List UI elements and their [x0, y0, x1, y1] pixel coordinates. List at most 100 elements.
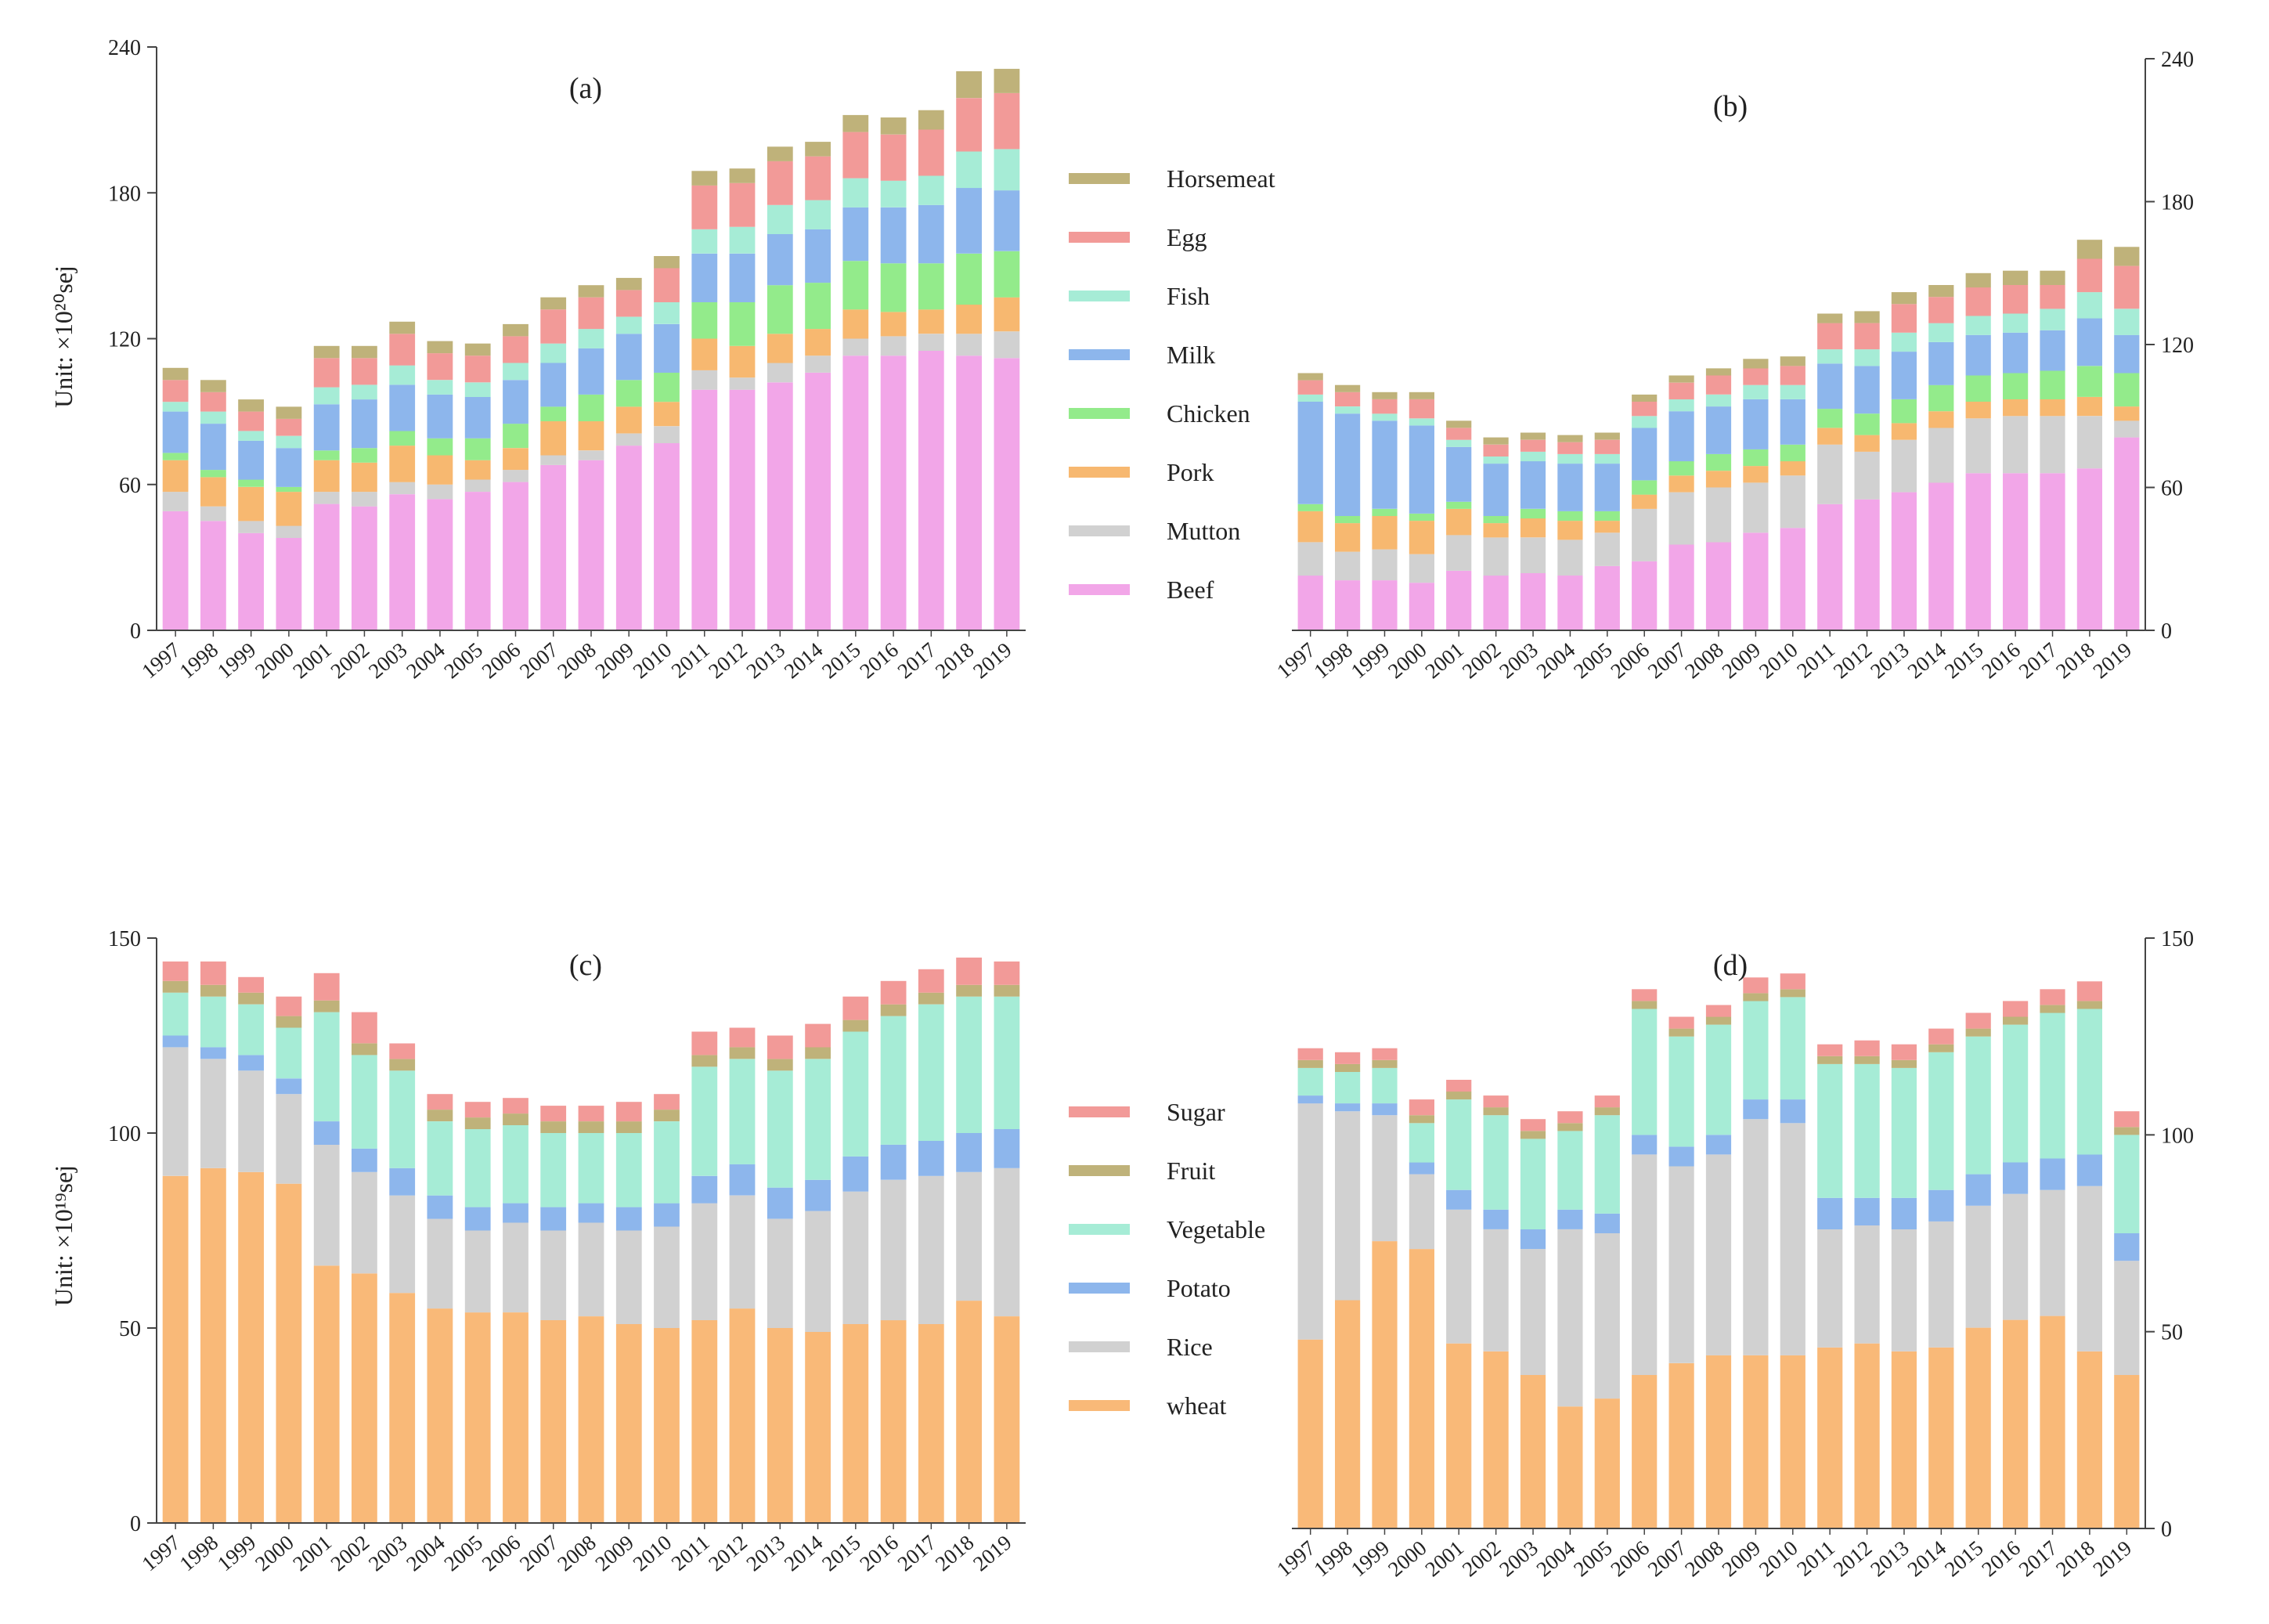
- x-tick-label: 2006: [478, 638, 525, 684]
- bar-segment-sugar-2019: [2114, 1111, 2140, 1128]
- bar-segment-fish-2008: [1705, 394, 1732, 407]
- bar-segment-wheat-2005: [1594, 1398, 1620, 1528]
- bar-segment-fish-2001: [313, 387, 340, 405]
- x-tick-label: 2007: [515, 1531, 563, 1576]
- x-tick-label: 1997: [137, 638, 185, 684]
- bar-segment-horsemeat-2010: [654, 256, 680, 269]
- bar-segment-fish-2003: [389, 365, 416, 385]
- y-tick-label: 150: [2161, 927, 2194, 951]
- bar-segment-potato-1999: [238, 1055, 264, 1071]
- bar-segment-horsemeat-2015: [1965, 272, 1991, 288]
- bar-segment-beef-2016: [880, 355, 907, 630]
- bar-segment-mutton-2007: [1668, 492, 1694, 545]
- bar-segment-pork-2000: [1409, 521, 1434, 554]
- bar-segment-horsemeat-1999: [238, 399, 264, 412]
- x-tick-label: 2010: [1755, 1536, 1802, 1582]
- bar-segment-fruit-2002: [1483, 1107, 1509, 1116]
- bar-segment-mutton-2017: [2040, 416, 2065, 474]
- bar-segment-egg-2006: [503, 336, 528, 363]
- bar-segment-horsemeat-2014: [805, 142, 831, 157]
- bar-segment-wheat-2007: [1668, 1362, 1694, 1528]
- bar-segment-fruit-2009: [1743, 993, 1769, 1001]
- bar-segment-rice-1998: [200, 1059, 226, 1168]
- x-tick-label: 2009: [590, 1531, 638, 1576]
- x-tick-label: 2014: [780, 1530, 828, 1575]
- bar-segment-beef-2002: [1483, 576, 1509, 630]
- bar-segment-milk-2018: [956, 188, 982, 254]
- bar-segment-fruit-2016: [2003, 1016, 2029, 1025]
- bar-segment-vegetable-2010: [654, 1121, 680, 1204]
- bar-segment-fish-1998: [200, 411, 226, 424]
- bar-segment-egg-1999: [1372, 399, 1398, 414]
- bar-segment-rice-2010: [654, 1226, 680, 1328]
- bar-segment-horsemeat-2006: [1632, 394, 1658, 402]
- panel-d-chart: 0501001501997199819992000200120022003200…: [1272, 927, 2194, 1581]
- bar-segment-rice-2019: [2114, 1261, 2140, 1375]
- x-tick-label: 2004: [402, 1530, 449, 1575]
- bar-segment-wheat-2002: [352, 1273, 377, 1523]
- bar-segment-potato-2013: [1891, 1197, 1917, 1229]
- bar-segment-wheat-2012: [1854, 1343, 1880, 1528]
- bar-segment-sugar-1999: [1372, 1048, 1398, 1060]
- bar-segment-horsemeat-2009: [1743, 359, 1769, 369]
- bar-segment-rice-2018: [2076, 1186, 2102, 1352]
- x-tick-label: 2001: [1420, 1536, 1468, 1582]
- bar-segment-beef-2019: [2114, 437, 2140, 630]
- bar-segment-mutton-1998: [200, 506, 226, 521]
- bar-segment-fish-2015: [842, 178, 869, 208]
- bar-segment-vegetable-2018: [956, 996, 982, 1133]
- bar-segment-horsemeat-2016: [880, 117, 907, 135]
- bar-segment-chicken-2018: [2076, 366, 2102, 397]
- bar-segment-rice-2016: [880, 1179, 907, 1321]
- bar-segment-wheat-1998: [1335, 1300, 1361, 1528]
- bar-segment-wheat-2004: [427, 1308, 453, 1523]
- bar-segment-milk-2000: [1409, 425, 1434, 514]
- x-tick-label: 2001: [288, 1531, 336, 1576]
- bar-segment-sugar-2000: [1409, 1099, 1434, 1116]
- bar-segment-rice-1999: [1372, 1115, 1398, 1242]
- bar-segment-fish-2004: [427, 380, 453, 395]
- bar-segment-pork-1998: [1335, 523, 1361, 552]
- bar-segment-horsemeat-2005: [464, 343, 491, 356]
- x-tick-label: 2001: [1420, 638, 1468, 684]
- bar-segment-rice-2005: [1594, 1233, 1620, 1399]
- legend-swatch-rice: [1069, 1341, 1130, 1352]
- bar-segment-mutton-2004: [1557, 540, 1583, 576]
- bar-segment-fruit-2010: [1780, 989, 1805, 998]
- bar-segment-mutton-2013: [1891, 439, 1917, 493]
- x-tick-label: 2004: [1532, 1536, 1580, 1581]
- bar-segment-vegetable-2009: [615, 1133, 642, 1207]
- bar-segment-fish-2001: [1446, 439, 1472, 447]
- bar-segment-mutton-2006: [1632, 508, 1658, 561]
- bar-segment-pork-2019: [994, 297, 1020, 332]
- x-tick-label: 2005: [439, 1531, 487, 1576]
- bar-segment-fruit-2005: [464, 1117, 491, 1129]
- bar-segment-milk-2008: [1705, 406, 1732, 454]
- bar-segment-beef-2007: [1668, 544, 1694, 630]
- y-tick-label: 100: [2161, 1124, 2194, 1148]
- x-tick-label: 2015: [817, 638, 865, 684]
- legend-bottom: Sugar Fruit Vegetable Potato Rice wheat: [1069, 1098, 1265, 1420]
- x-tick-label: 2002: [1458, 1536, 1506, 1582]
- x-tick-label: 2000: [1383, 1536, 1431, 1582]
- legend-label-pork: Pork: [1167, 458, 1214, 486]
- y-tick-label: 0: [2161, 619, 2172, 644]
- legend-swatch-pork: [1069, 467, 1130, 478]
- x-tick-label: 2019: [969, 1531, 1016, 1576]
- bar-segment-wheat-1997: [1297, 1339, 1323, 1528]
- bar-segment-fish-1997: [1297, 394, 1323, 402]
- bar-segment-egg-2002: [352, 358, 377, 385]
- bar-segment-milk-2004: [427, 394, 453, 438]
- bar-segment-beef-1999: [238, 532, 264, 630]
- bar-segment-horsemeat-2002: [352, 345, 377, 359]
- unit-label-top: Unit: ×10²⁰sej: [49, 265, 78, 408]
- bar-segment-pork-2011: [1817, 428, 1843, 445]
- x-tick-label: 1998: [175, 1531, 223, 1576]
- bar-segment-rice-2002: [352, 1171, 377, 1274]
- legend-label-beef: Beef: [1167, 576, 1214, 604]
- bar-segment-fish-2005: [1594, 453, 1620, 464]
- bar-segment-beef-2003: [389, 494, 416, 630]
- bar-segment-fruit-2004: [427, 1110, 453, 1121]
- bar-segment-potato-2007: [1668, 1146, 1694, 1167]
- bar-segment-beef-2005: [464, 492, 491, 630]
